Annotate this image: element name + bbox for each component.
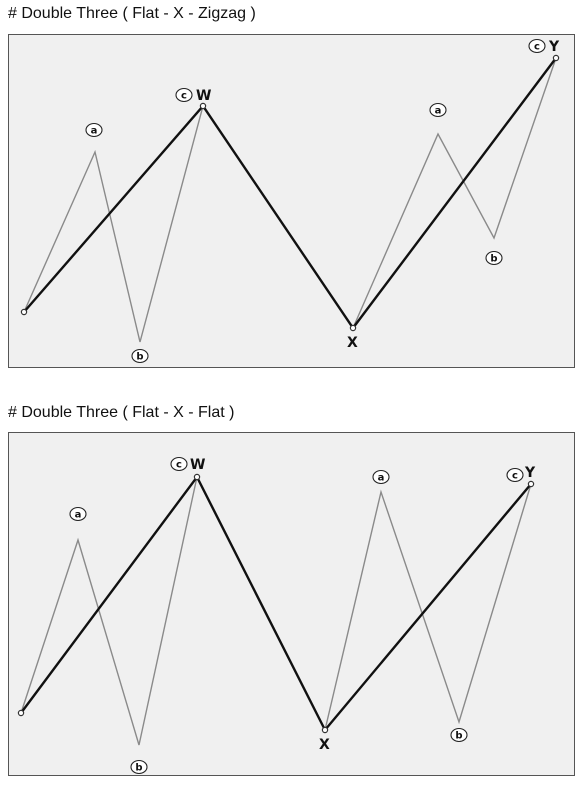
svg-text:b: b	[455, 731, 462, 742]
subwave-path-w	[23, 105, 204, 343]
label-a-badge: a	[69, 506, 87, 522]
label-b-badge: b	[130, 759, 148, 775]
label-a-badge: a	[372, 469, 390, 485]
label-a-badge: a	[429, 102, 447, 118]
label-y: Y	[548, 39, 560, 55]
label-w: W	[190, 457, 205, 473]
diagram-2-waves: a b c W X a b c Y	[17, 456, 536, 775]
diagram-panel-flat-x-flat	[8, 432, 575, 776]
main-wave-path	[23, 57, 557, 331]
subwave-path-y	[352, 57, 557, 329]
pivot-start	[17, 709, 25, 717]
pivot-y	[527, 480, 535, 488]
svg-text:b: b	[135, 763, 142, 774]
label-b-badge: b	[131, 348, 149, 364]
diagram-1-waves: a b c W X a b c Y	[20, 38, 560, 364]
svg-text:c: c	[534, 42, 540, 53]
subwave-path-y	[324, 483, 532, 731]
label-b-badge: b	[485, 250, 503, 266]
svg-text:b: b	[490, 254, 497, 265]
main-wave-path	[20, 474, 532, 733]
diagram-title-flat-x-zigzag: # Double Three ( Flat - X - Zigzag )	[8, 5, 256, 22]
label-c-badge: c	[506, 467, 524, 483]
svg-text:a: a	[75, 510, 82, 521]
label-c-badge: c	[528, 38, 546, 54]
label-c-badge: c	[175, 87, 193, 103]
label-c-badge: c	[170, 456, 188, 472]
pivot-w	[193, 473, 201, 481]
svg-text:b: b	[136, 352, 143, 363]
label-x: X	[347, 335, 358, 351]
svg-text:c: c	[176, 460, 182, 471]
pivot-w	[199, 102, 207, 110]
svg-text:a: a	[435, 106, 442, 117]
pivot-y	[552, 54, 560, 62]
svg-text:a: a	[378, 473, 385, 484]
subwave-path-w	[20, 476, 198, 746]
pivot-x	[321, 726, 329, 734]
svg-text:c: c	[512, 471, 518, 482]
pivot-start	[20, 308, 28, 316]
diagram-panel-flat-x-zigzag	[8, 34, 575, 368]
label-y: Y	[524, 465, 536, 481]
label-a-badge: a	[85, 122, 103, 138]
label-w: W	[196, 88, 211, 104]
pivot-x	[349, 324, 357, 332]
label-b-badge: b	[450, 727, 468, 743]
svg-text:a: a	[91, 126, 98, 137]
label-x: X	[319, 737, 330, 753]
diagram-title-flat-x-flat: # Double Three ( Flat - X - Flat )	[8, 404, 235, 421]
svg-text:c: c	[181, 91, 187, 102]
